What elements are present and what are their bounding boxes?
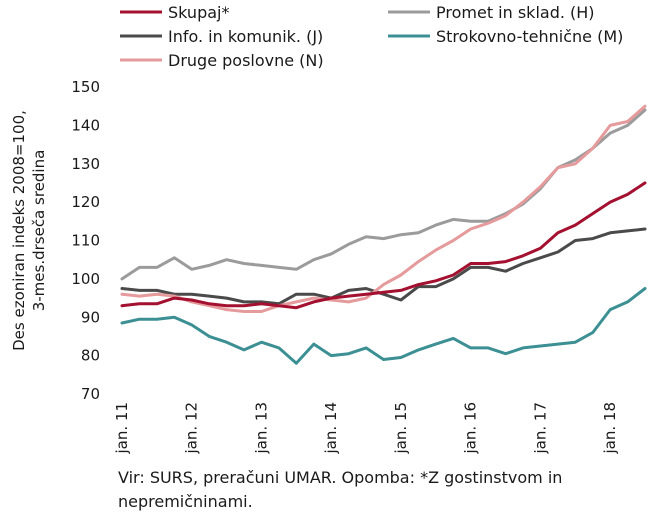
y-axis-title-line: Des ezoniran indeks 2008=100, bbox=[10, 110, 28, 351]
source-note: Vir: SURS, preračuni UMAR. Opomba: *Z go… bbox=[118, 468, 563, 511]
x-tick-label: jan. 13 bbox=[252, 402, 270, 455]
y-tick-label: 100 bbox=[71, 270, 100, 288]
series-line bbox=[120, 181, 647, 310]
series-line bbox=[120, 104, 647, 313]
y-tick-label: 140 bbox=[71, 116, 100, 134]
x-tick-label: jan. 18 bbox=[601, 402, 619, 455]
x-tick-label: jan. 15 bbox=[392, 402, 410, 455]
y-tick-label: 150 bbox=[71, 78, 100, 96]
x-axis: jan. 11 jan. 12 jan. 13 jan. 14 jan. 15 jan. … bbox=[113, 402, 619, 455]
y-tick-label: 90 bbox=[81, 308, 100, 326]
y-tick-label: 70 bbox=[81, 385, 100, 403]
y-tick-label: 110 bbox=[71, 232, 100, 250]
legend-label: Strokovno-tehnične (M) bbox=[436, 27, 623, 46]
legend-label: Skupaj* bbox=[168, 3, 229, 22]
legend-label: Promet in sklad. (H) bbox=[436, 3, 595, 22]
series-line bbox=[120, 287, 647, 365]
y-tick-label: 120 bbox=[71, 193, 100, 211]
legend: Skupaj* Promet in sklad. (H) Info. in komu… bbox=[120, 3, 623, 70]
x-tick-label: jan. 12 bbox=[183, 402, 201, 455]
y-tick-label: 80 bbox=[81, 347, 100, 365]
x-tick-label: jan. 16 bbox=[462, 402, 480, 455]
y-axis-title-line: 3-mes.drseča sredina bbox=[30, 150, 48, 312]
y-axis-title: Des ezoniran indeks 2008=100, 3-mes.drseč… bbox=[10, 110, 48, 351]
y-axis: 70 80 90 100 110 120 130 140 150 bbox=[71, 78, 100, 403]
x-tick-label: jan. 11 bbox=[113, 402, 131, 455]
series-layer bbox=[120, 104, 647, 365]
line-chart: Skupaj* Promet in sklad. (H) Info. in komu… bbox=[10, 3, 647, 455]
series-line bbox=[120, 227, 647, 306]
x-tick-label: jan. 17 bbox=[531, 402, 549, 455]
legend-label: Druge poslovne (N) bbox=[168, 51, 324, 70]
legend-label: Info. in komunik. (J) bbox=[168, 27, 323, 46]
series-line bbox=[120, 108, 647, 281]
x-tick-label: jan. 14 bbox=[322, 402, 340, 455]
y-tick-label: 130 bbox=[71, 155, 100, 173]
